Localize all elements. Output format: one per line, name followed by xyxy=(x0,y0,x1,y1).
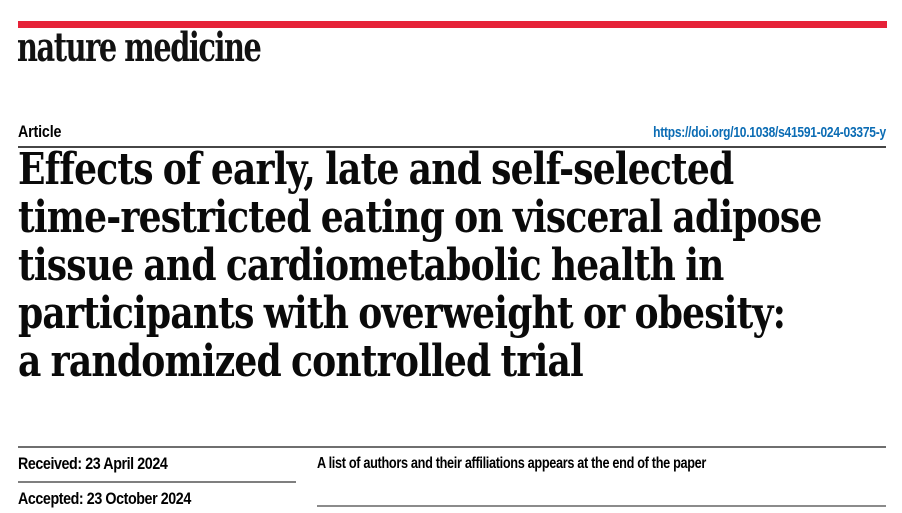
authors-note-bottom-divider xyxy=(317,505,886,507)
accepted-date: Accepted: 23 October 2024 xyxy=(18,489,191,508)
article-title: Effects of early, late and self-selected… xyxy=(18,146,822,386)
doi-link[interactable]: https://doi.org/10.1038/s41591-024-03375… xyxy=(653,124,886,141)
article-title-line: Effects of early, late and self-selected xyxy=(18,144,734,195)
article-title-line: a randomized controlled trial xyxy=(18,336,584,387)
article-title-line: time-restricted eating on visceral adipo… xyxy=(18,192,822,243)
article-title-line: tissue and cardiometabolic health in xyxy=(18,240,724,291)
authors-affiliations-note: A list of authors and their affiliations… xyxy=(317,455,707,472)
info-section-top-divider xyxy=(18,446,886,448)
article-title-line: participants with overweight or obesity: xyxy=(18,288,786,339)
brand-red-bar xyxy=(18,21,887,28)
header-divider xyxy=(18,146,886,148)
received-accepted-divider xyxy=(18,481,296,483)
received-date: Received: 23 April 2024 xyxy=(18,454,168,473)
journal-logo: nature medicine xyxy=(17,24,262,71)
article-type-label: Article xyxy=(18,122,62,141)
